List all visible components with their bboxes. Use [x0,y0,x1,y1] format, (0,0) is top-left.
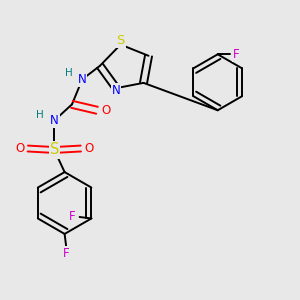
Text: S: S [116,34,125,47]
Text: S: S [50,142,59,158]
Text: H: H [36,110,44,120]
Text: F: F [69,211,76,224]
Text: F: F [233,48,239,61]
Text: N: N [50,114,59,127]
Text: N: N [78,73,87,86]
Text: N: N [112,84,121,97]
Text: O: O [84,142,94,155]
Text: O: O [102,104,111,117]
Text: F: F [63,247,69,260]
Text: O: O [15,142,24,155]
Text: H: H [65,68,73,78]
